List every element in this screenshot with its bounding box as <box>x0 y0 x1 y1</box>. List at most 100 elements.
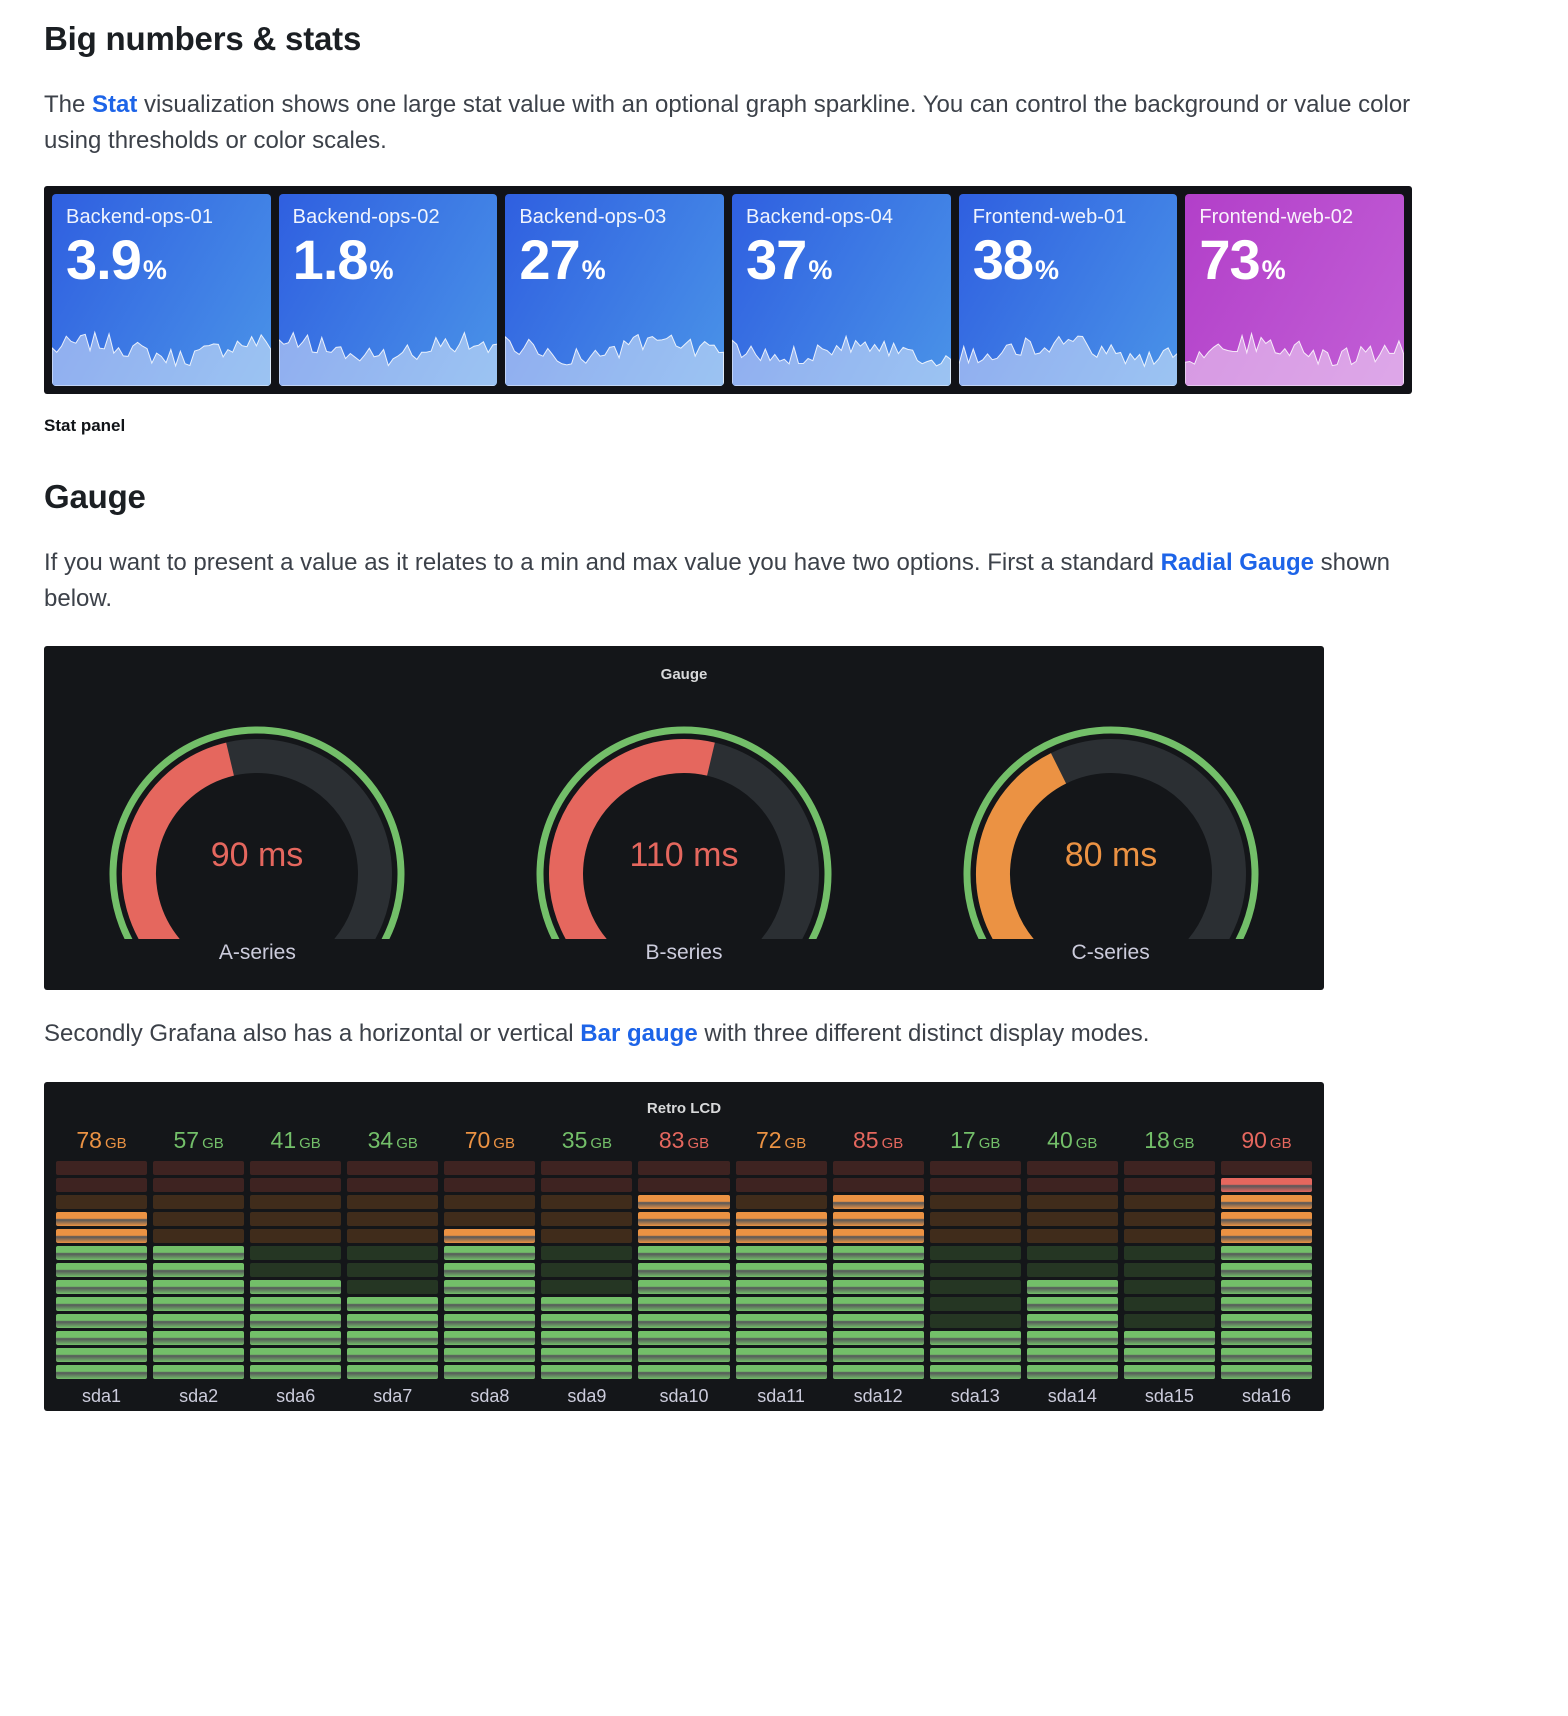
lcd-bar-segments <box>153 1161 245 1380</box>
lcd-bar-column[interactable]: 70 GB sda8 <box>444 1127 536 1407</box>
lcd-segment <box>1123 1263 1215 1278</box>
lcd-segment <box>444 1331 536 1346</box>
stat-cell-title: Backend-ops-01 <box>66 205 214 228</box>
lcd-segment <box>929 1297 1021 1312</box>
lcd-segment <box>638 1297 730 1312</box>
lcd-bar-column[interactable]: 83 GB sda10 <box>638 1127 730 1407</box>
lcd-segment <box>1026 1365 1118 1380</box>
lcd-segment <box>56 1331 148 1346</box>
lcd-segment <box>1026 1195 1118 1210</box>
lcd-segment <box>832 1314 924 1329</box>
lcd-segment <box>929 1246 1021 1261</box>
radial-gauge[interactable]: 110 ms B-series <box>494 689 874 965</box>
lcd-segment <box>1026 1161 1118 1176</box>
stat-cell-unit: % <box>1261 254 1286 285</box>
lcd-bar-unit: GB <box>1172 1135 1195 1153</box>
sparkline <box>278 314 498 386</box>
lcd-bar-column[interactable]: 18 GB sda15 <box>1123 1127 1215 1407</box>
lcd-segment <box>1026 1229 1118 1244</box>
lcd-bar-column[interactable]: 90 GB sda16 <box>1220 1127 1313 1407</box>
sparkline <box>52 314 271 386</box>
lcd-bar-column[interactable]: 40 GB sda14 <box>1026 1127 1118 1407</box>
lcd-segment <box>1220 1297 1313 1312</box>
stat-cell[interactable]: Backend-ops-03 27% <box>505 193 725 386</box>
gauge-series-label: C-series <box>1071 940 1150 964</box>
gauge-desc-part2: shown below. <box>44 548 1391 613</box>
stat-link[interactable]: Stat <box>92 90 138 118</box>
lcd-bar-column[interactable]: 41 GB sda6 <box>250 1127 342 1407</box>
lcd-segment <box>347 1365 439 1380</box>
lcd-segment <box>1123 1365 1215 1380</box>
lcd-bar-unit: GB <box>687 1135 710 1153</box>
stat-cell-value: 37% <box>746 227 832 291</box>
lcd-segment <box>541 1229 633 1244</box>
lcd-segment <box>153 1314 245 1329</box>
lcd-segment <box>929 1195 1021 1210</box>
lcd-bar-unit: GB <box>881 1135 904 1153</box>
lcd-segment <box>735 1178 827 1193</box>
gauge-description: If you want to present a value as it rel… <box>44 545 1434 618</box>
radial-gauge[interactable]: 90 ms A-series <box>67 689 447 965</box>
lcd-bar-column[interactable]: 57 GB sda2 <box>153 1127 245 1407</box>
lcd-bar-column[interactable]: 72 GB sda11 <box>735 1127 827 1407</box>
lcd-segment <box>541 1263 633 1278</box>
lcd-segment <box>1026 1178 1118 1193</box>
stat-cell[interactable]: Frontend-web-02 73% <box>1185 193 1405 386</box>
lcd-segment <box>541 1161 633 1176</box>
stat-cell[interactable]: Backend-ops-01 3.9% <box>52 193 271 386</box>
radial-gauge[interactable]: 80 ms C-series <box>921 689 1301 965</box>
gauge-panel-title: Gauge <box>660 665 708 683</box>
bargauge-description: Secondly Grafana also has a horizontal o… <box>44 1016 1434 1052</box>
lcd-segment <box>735 1331 827 1346</box>
stat-cell[interactable]: Backend-ops-02 1.8% <box>278 193 498 386</box>
lcd-segment <box>929 1161 1021 1176</box>
lcd-segment <box>541 1195 633 1210</box>
lcd-bar-column[interactable]: 17 GB sda13 <box>929 1127 1021 1407</box>
lcd-segment <box>444 1161 536 1176</box>
lcd-segment <box>832 1297 924 1312</box>
lcd-bar-value: 35 GB <box>561 1127 613 1154</box>
stat-cell[interactable]: Backend-ops-04 37% <box>732 193 951 386</box>
lcd-segment <box>444 1365 536 1380</box>
lcd-bar-column[interactable]: 35 GB sda9 <box>541 1127 633 1407</box>
lcd-segment <box>56 1178 148 1193</box>
lcd-segment <box>250 1212 342 1227</box>
lcd-bar-segments <box>638 1161 730 1380</box>
lcd-bar-column[interactable]: 85 GB sda12 <box>832 1127 924 1407</box>
lcd-bar-value: 72 GB <box>755 1127 807 1154</box>
stat-cell-value: 27% <box>519 227 605 291</box>
stat-cell[interactable]: Frontend-web-01 38% <box>958 193 1178 386</box>
lcd-segment <box>347 1348 439 1363</box>
lcd-bar-column[interactable]: 34 GB sda7 <box>347 1127 439 1407</box>
lcd-segment <box>347 1212 439 1227</box>
lcd-segment <box>1123 1161 1215 1176</box>
lcd-segment <box>347 1314 439 1329</box>
lcd-bar-label: sda15 <box>1144 1386 1194 1407</box>
sparkline <box>1185 314 1405 386</box>
lcd-bar-value: 34 GB <box>367 1127 418 1154</box>
lcd-segment <box>347 1297 439 1312</box>
lcd-bar-unit: GB <box>396 1135 418 1153</box>
stat-cell-title: Backend-ops-04 <box>746 205 894 228</box>
bar-gauge-link[interactable]: Bar gauge <box>580 1019 698 1047</box>
lcd-segment <box>929 1280 1021 1295</box>
lcd-segment <box>541 1297 633 1312</box>
lcd-segment <box>1220 1280 1313 1295</box>
lcd-bar-column[interactable]: 78 GB sda1 <box>56 1127 148 1407</box>
lcd-segment <box>735 1263 827 1278</box>
lcd-segment <box>1220 1178 1313 1193</box>
lcd-segment <box>250 1161 342 1176</box>
lcd-segment <box>1220 1365 1313 1380</box>
lcd-segment <box>153 1246 245 1261</box>
lcd-bar-unit: GB <box>1075 1135 1098 1153</box>
lcd-segment <box>541 1178 633 1193</box>
lcd-segment <box>250 1178 342 1193</box>
lcd-segment <box>1220 1212 1313 1227</box>
lcd-panel-title: Retro LCD <box>646 1100 722 1118</box>
radial-gauge-link[interactable]: Radial Gauge <box>1160 548 1314 576</box>
lcd-segment <box>541 1314 633 1329</box>
lcd-bar-segments <box>444 1161 536 1380</box>
lcd-segment <box>153 1280 245 1295</box>
lcd-segment <box>250 1280 342 1295</box>
lcd-segment <box>832 1331 924 1346</box>
